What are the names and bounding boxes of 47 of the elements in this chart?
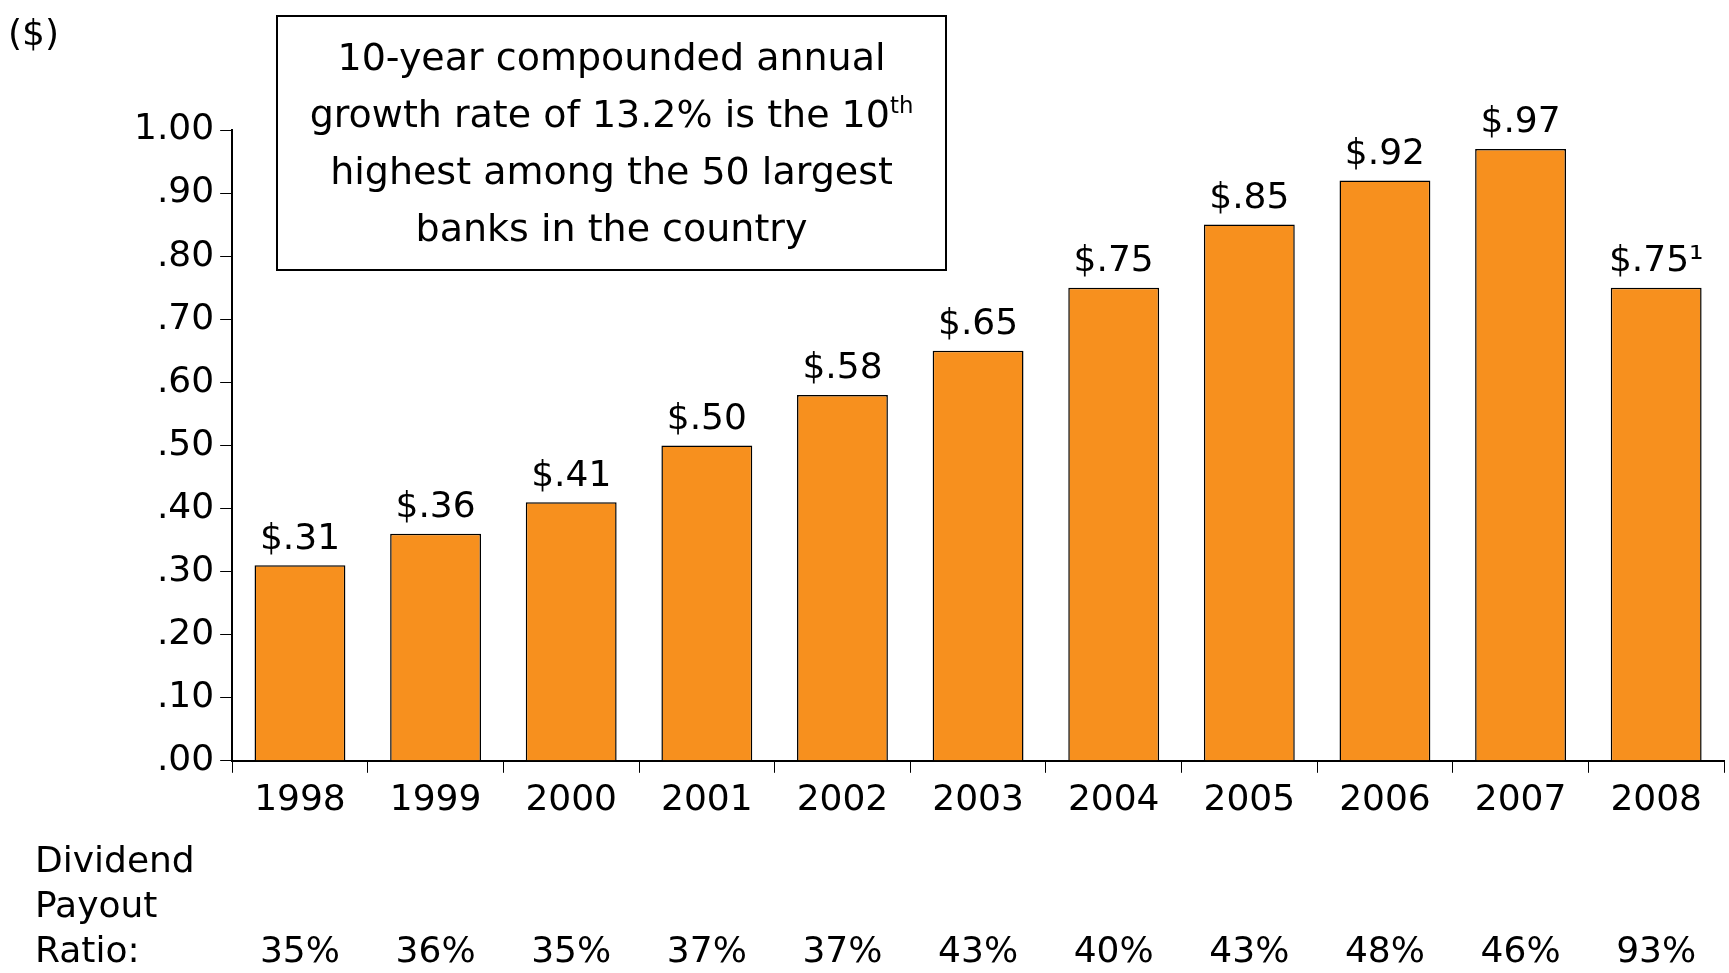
text: 37% bbox=[802, 929, 883, 970]
y-tick-label: .10 bbox=[156, 674, 215, 716]
x-tick-label: 1998 bbox=[254, 776, 346, 818]
y-axis-title: ($) bbox=[8, 12, 59, 53]
text: 40% bbox=[1073, 929, 1154, 970]
x-tick-label: 2003 bbox=[932, 776, 1024, 818]
x-tick-label: 2000 bbox=[525, 776, 618, 818]
y-tick-label: .70 bbox=[156, 295, 215, 337]
x-tick-label: 2008 bbox=[1610, 776, 1702, 818]
data-label: $.31 bbox=[259, 515, 341, 557]
x-tick-label: 2001 bbox=[661, 776, 753, 818]
data-label: $.50 bbox=[666, 395, 747, 437]
text: 37% bbox=[666, 929, 747, 970]
data-label: $.41 bbox=[531, 452, 612, 494]
y-tick-label: .00 bbox=[156, 737, 215, 779]
data-label: $.65 bbox=[938, 301, 1019, 343]
text: 35% bbox=[259, 929, 340, 970]
data-label: $.75¹ bbox=[1608, 238, 1704, 280]
y-tick-label: .30 bbox=[156, 547, 215, 589]
y-tick-label: .80 bbox=[156, 232, 215, 274]
text: 48% bbox=[1344, 929, 1425, 970]
data-label: $.58 bbox=[802, 345, 883, 387]
text: Dividend Payout Ratio: bbox=[35, 839, 195, 970]
y-tick-label: .90 bbox=[156, 169, 215, 211]
x-tick-label: 2006 bbox=[1339, 776, 1431, 818]
data-label: $.85 bbox=[1209, 174, 1290, 216]
data-label: $.75 bbox=[1073, 238, 1154, 280]
y-tick-label: 1.00 bbox=[134, 106, 215, 148]
text: 10-year compounded annual growth rate of 13.2% is the 10$^{th}$ highest among the 50 largest banks in the country bbox=[309, 35, 914, 250]
text: 43% bbox=[938, 929, 1019, 970]
y-tick-label: .20 bbox=[156, 611, 215, 652]
x-tick-label: 2002 bbox=[796, 776, 889, 818]
text: 46% bbox=[1480, 929, 1561, 970]
y-tick-label: .40 bbox=[156, 484, 215, 526]
y-tick-label: .60 bbox=[156, 358, 215, 400]
data-label: $.92 bbox=[1344, 130, 1426, 172]
data-label: $.36 bbox=[395, 484, 476, 526]
x-tick-label: 2007 bbox=[1474, 776, 1567, 818]
x-tick-label: 1999 bbox=[389, 776, 482, 818]
data-label: $.97 bbox=[1480, 99, 1561, 141]
text: 93% bbox=[1616, 929, 1697, 970]
x-tick-label: 2004 bbox=[1067, 776, 1160, 818]
y-tick-label: .50 bbox=[156, 421, 215, 463]
x-tick-label: 2005 bbox=[1203, 776, 1296, 818]
text: 35% bbox=[531, 929, 612, 970]
text: 36% bbox=[395, 929, 476, 970]
text: 43% bbox=[1209, 929, 1290, 970]
